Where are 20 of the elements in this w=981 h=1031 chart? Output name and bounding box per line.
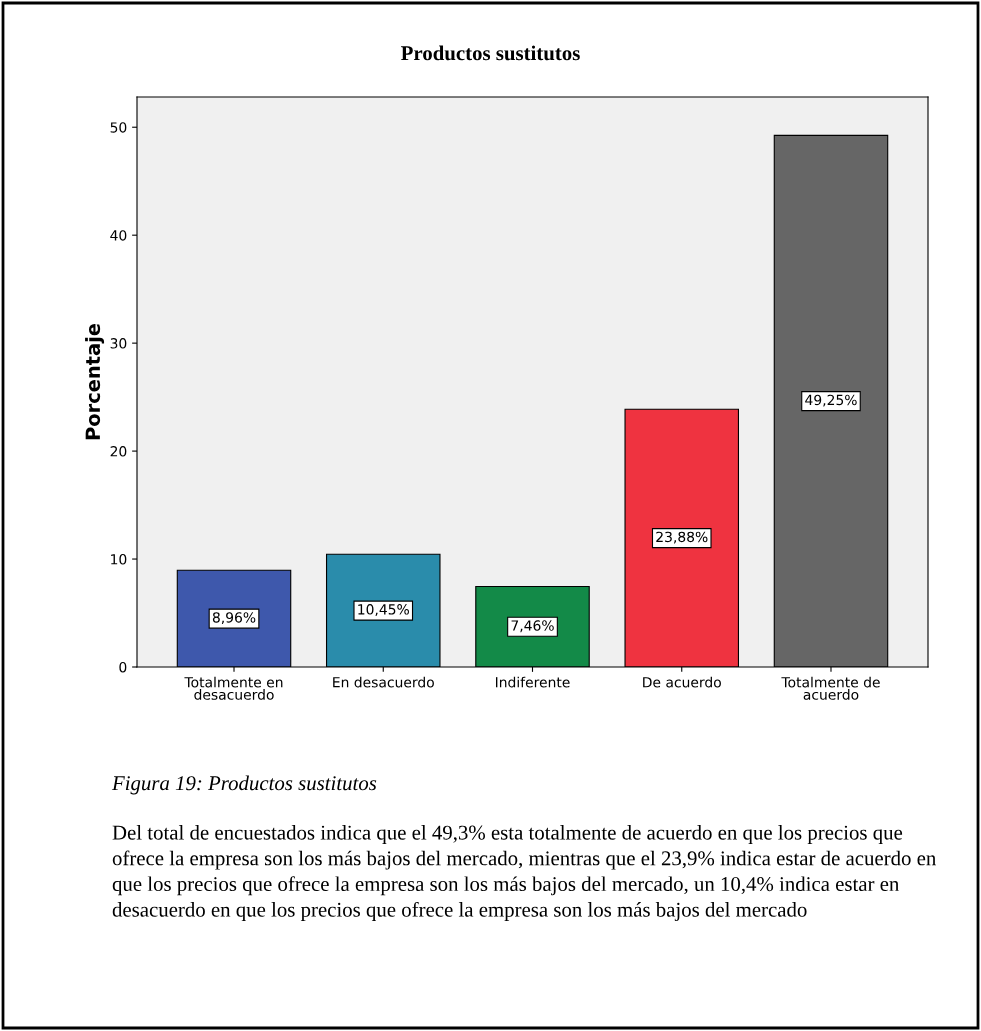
- data-label: 8,96%: [212, 612, 256, 625]
- y-tick-label: 30: [110, 338, 127, 349]
- y-tick-label: 40: [110, 230, 127, 241]
- data-label: 49,25%: [805, 394, 857, 407]
- y-axis-title: Porcentaje: [85, 323, 105, 440]
- x-tick-label: De acuerdo: [643, 676, 721, 688]
- y-tick-label: 10: [111, 554, 127, 565]
- y-tick-label: 20: [110, 446, 127, 457]
- x-tick-label: En desacuerdo: [333, 676, 434, 688]
- text: Del total de encuestados indica que el 49,3% esta totalmente de acuerdo en que los precios que ofrece la empresa son los más bajos del mercado, mientras que el 23,9% indica estar de acuerdo en que los precios que ofrece la empresa son los más bajos del mercado, un 10,4% indica estar en desacuerdo en que los precios que ofrece la empresa son los más bajos del mercado: [112, 825, 937, 922]
- chart-title: Productos sustitutos: [401, 45, 580, 61]
- data-label: 10,45%: [358, 604, 409, 617]
- x-tick-label: Indiferente: [495, 676, 570, 688]
- data-label: 7,46%: [511, 620, 554, 633]
- y-tick-label: 50: [110, 122, 127, 133]
- x-tick-label: Totalmente de acuerdo: [781, 676, 880, 700]
- y-tick-label: 0: [119, 661, 127, 673]
- x-tick-label: Totalmente en desacuerdo: [184, 676, 283, 700]
- data-label: 23,88%: [656, 531, 708, 544]
- text: Figura 19: Productos sustitutos: [111, 775, 377, 795]
